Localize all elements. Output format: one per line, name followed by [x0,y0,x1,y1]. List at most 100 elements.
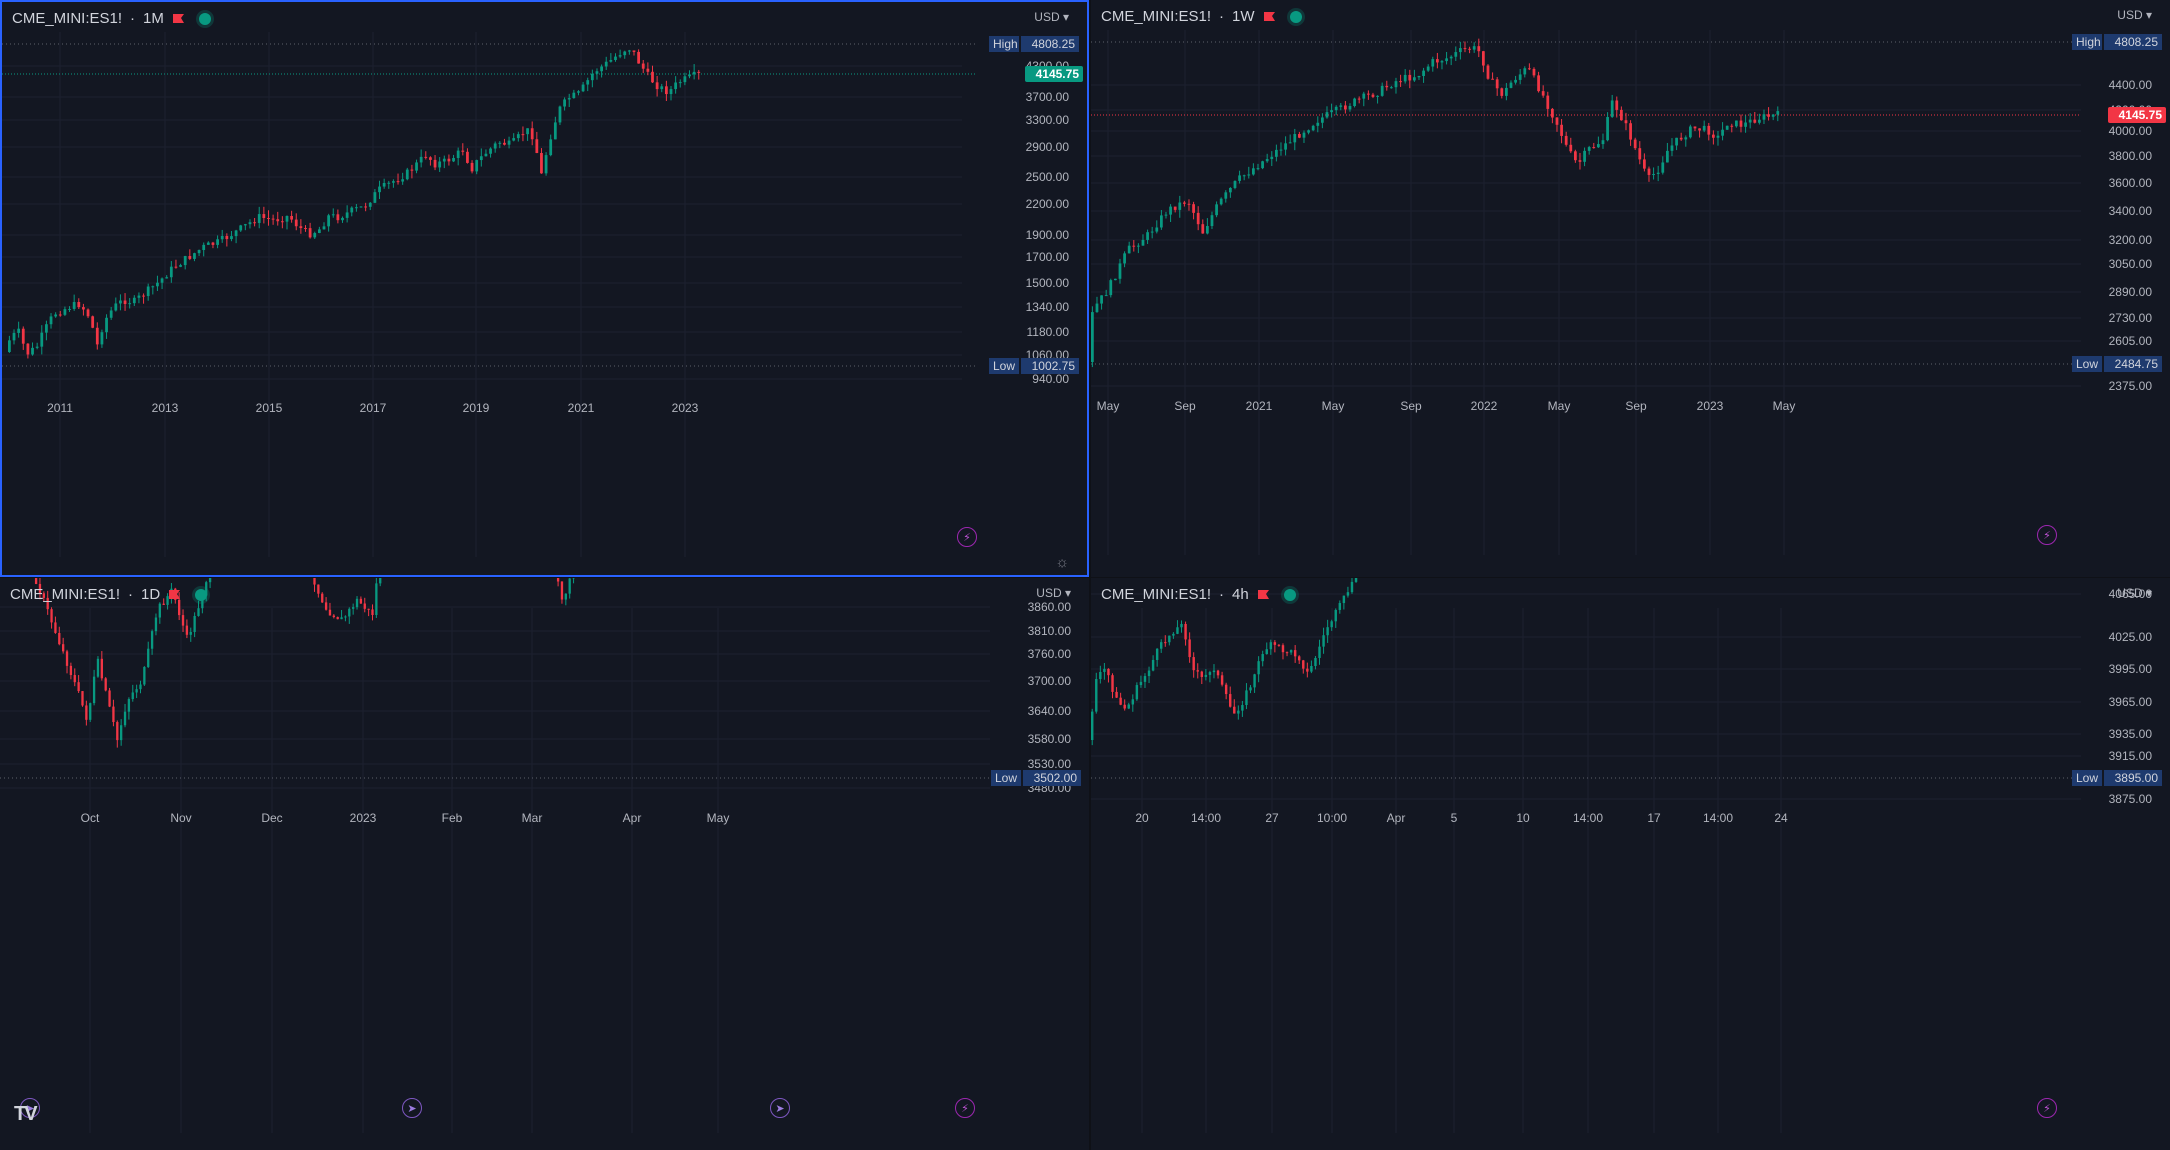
symbol-title[interactable]: CME_MINI:ES1! · 1W [1101,8,1302,25]
lightning-icon[interactable]: ⚡ [957,527,977,547]
flag-icon[interactable] [172,13,185,25]
candle-body [135,689,138,693]
flag-icon[interactable] [1263,11,1276,23]
event-arrow-icon[interactable]: ➤ [770,1098,790,1118]
candle-body [535,139,539,153]
candle-body [1624,120,1628,124]
candle-body [1707,125,1711,135]
candle-body [137,295,141,298]
title-separator: · [1219,586,1225,603]
candle-body [280,221,284,223]
chart-panel-daily[interactable]: CME_MINI:ES1! · 1D USD ▾ 4100.004020.003… [0,578,1089,1150]
candle-body [637,51,641,64]
candle-body [419,156,423,163]
candle-body [58,314,62,316]
y-tick-label: 3700.00 [1026,90,1070,104]
candle-body [174,266,178,268]
currency-selector[interactable]: USD ▾ [2117,8,2152,22]
candle-body [1371,94,1375,97]
svg-text:4808.25: 4808.25 [2115,35,2159,49]
chart-area[interactable]: 4400.004200.004000.003800.003600.003400.… [1091,0,2170,577]
candle-body [1265,159,1269,162]
candle-body [193,615,196,632]
candle-body [100,658,103,679]
candle-body [447,158,451,162]
flag-icon[interactable] [168,589,181,601]
gear-icon[interactable]: ☼ [1055,554,1069,571]
candle-body [234,230,238,237]
chart-area[interactable]: 4100.004020.003940.003860.003810.003760.… [0,578,1089,1150]
candle-body [1270,156,1274,160]
candle-body [1103,668,1106,672]
chart-area[interactable]: 4300.003700.003300.002900.002500.002200.… [2,2,1087,575]
candle-body [1514,79,1517,83]
chart-panel-4h[interactable]: CME_MINI:ES1! · 4h USD ▾ 4185.004105.004… [1091,578,2170,1150]
y-tick-label: 3800.00 [2109,149,2153,163]
candle-body [1224,192,1228,199]
candle-body [183,256,187,266]
candle-body [433,159,437,168]
candle-body [1362,93,1366,99]
candle-body [72,302,76,309]
candle-body [1408,74,1412,81]
candle-body [1321,117,1324,123]
candle-body [1610,100,1614,118]
candle-body [368,202,372,207]
y-tick-label: 4000.00 [2109,124,2153,138]
candle-body [185,625,189,635]
chart-panel-monthly[interactable]: CME_MINI:ES1! · 1M USD ▾ 4300.003700.003… [0,0,1089,577]
candle-body [100,332,104,345]
candle-body [205,582,208,596]
candle-body [8,340,11,352]
candle-body [609,60,613,62]
candle-body [359,598,363,604]
y-tick-label: 2890.00 [2109,285,2153,299]
candle-body [239,225,243,231]
y-tick-label: 1900.00 [1026,228,1070,242]
currency-selector[interactable]: USD ▾ [2117,586,2152,600]
candle-body [1569,144,1573,152]
candle-body [1670,145,1674,151]
candle-body [1184,623,1187,640]
y-tick-label: 3530.00 [1028,757,1072,771]
event-arrow-icon[interactable]: ➤ [20,1098,40,1118]
candle-body [371,609,374,615]
candle-body [95,327,99,345]
candle-body [359,206,363,208]
candle-body [586,80,590,85]
candle-body [158,603,161,618]
y-tick-label: 3580.00 [1028,732,1072,746]
candle-body [1597,144,1600,148]
y-tick-label: 3940.00 [1028,578,1072,580]
candle-body [69,665,73,676]
svg-text:Low: Low [2076,771,2098,785]
candle-body [1322,635,1325,647]
chart-area[interactable]: 4185.004105.004065.004025.003995.003965.… [1091,578,2170,1150]
lightning-icon[interactable]: ⚡ [2037,525,2057,545]
lightning-icon[interactable]: ⚡ [2037,1098,2057,1118]
currency-selector[interactable]: USD ▾ [1036,586,1071,600]
candle-body [1702,125,1706,131]
currency-selector[interactable]: USD ▾ [1034,10,1069,24]
lightning-icon[interactable]: ⚡ [955,1098,975,1118]
candle-body [1219,198,1223,205]
low-tag: Low 1002.75 [989,358,1079,374]
candle-body [1390,87,1393,89]
candle-body [1114,278,1117,281]
symbol-title[interactable]: CME_MINI:ES1! · 4h [1101,586,1296,603]
candle-body [225,235,229,240]
candle-body [627,50,631,52]
symbol-title[interactable]: CME_MINI:ES1! · 1D [10,586,208,603]
candle-body [1169,206,1172,215]
candle-body [590,73,594,81]
tradingview-logo[interactable]: TV [14,1103,38,1125]
symbol-title[interactable]: CME_MINI:ES1! · 1M [12,10,211,27]
candle-body [493,143,497,149]
candle-body [1302,660,1305,669]
event-arrow-icon[interactable]: ➤ [402,1098,422,1118]
flag-icon[interactable] [1257,589,1270,601]
chart-panel-weekly[interactable]: CME_MINI:ES1! · 1W USD ▾ 4400.004200.004… [1091,0,2170,577]
candle-body [1380,85,1384,96]
market-status-icon [195,588,208,601]
candle-body [1564,135,1568,145]
